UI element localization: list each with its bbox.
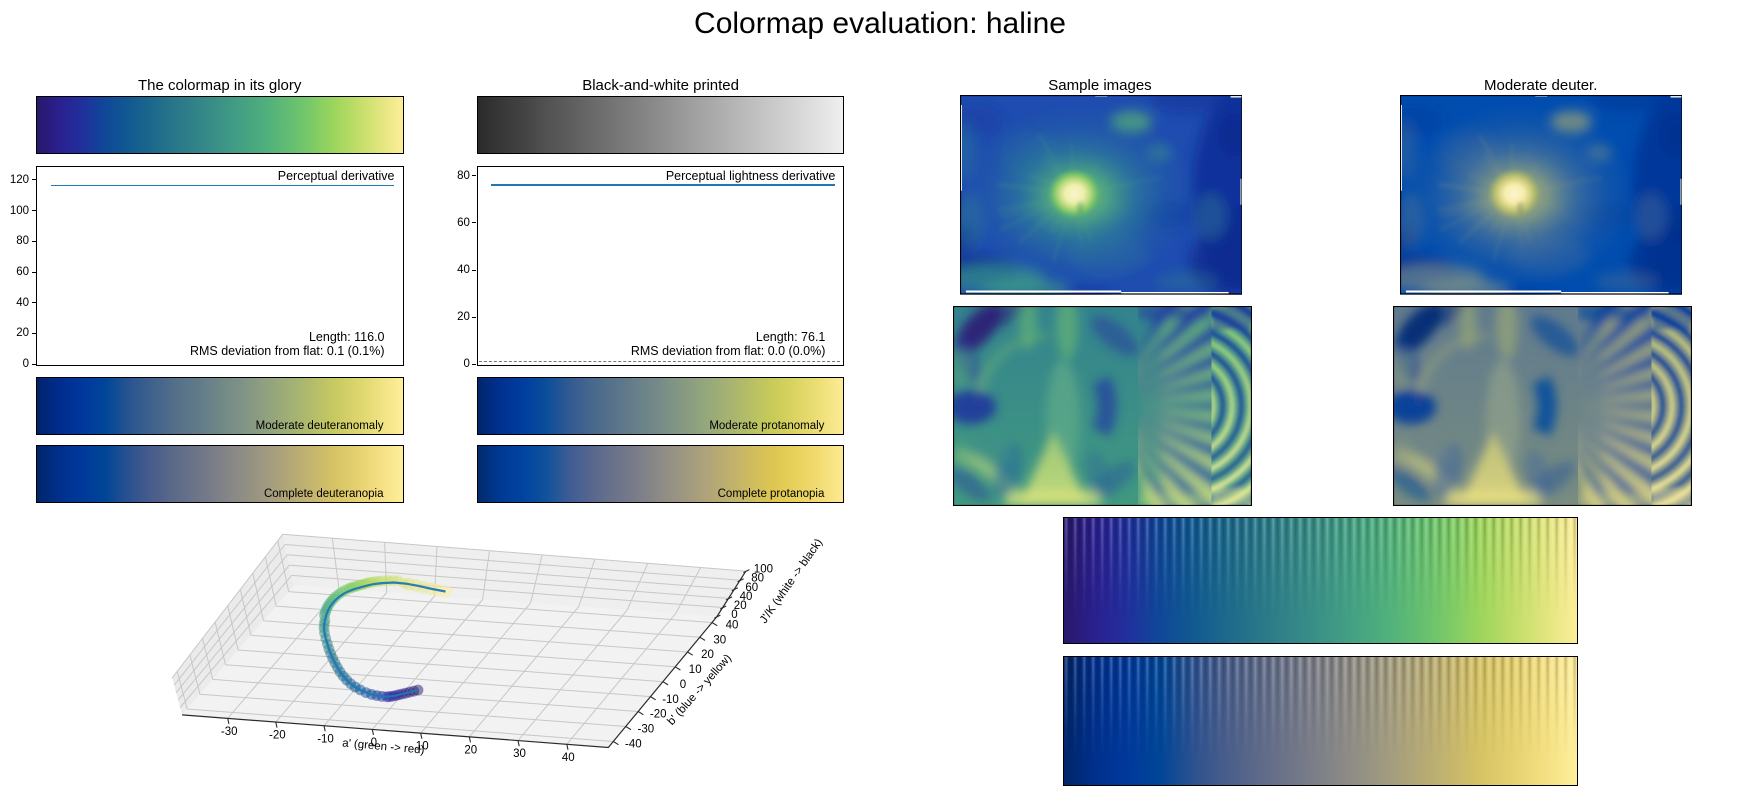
svg-text:40: 40 xyxy=(562,752,575,764)
svg-text:-10: -10 xyxy=(662,694,679,706)
svg-text:80: 80 xyxy=(751,573,764,585)
svg-text:-30: -30 xyxy=(221,726,238,738)
svg-text:-20: -20 xyxy=(650,709,667,721)
svg-text:60: 60 xyxy=(745,582,758,594)
svg-text:0: 0 xyxy=(680,679,686,691)
svg-text:0: 0 xyxy=(731,609,737,621)
svg-text:-10: -10 xyxy=(317,733,334,745)
svg-text:40: 40 xyxy=(726,620,739,632)
svg-text:0: 0 xyxy=(371,737,377,749)
svg-text:J'/K (white -> black): J'/K (white -> black) xyxy=(758,537,825,626)
svg-text:100: 100 xyxy=(754,564,773,576)
svg-text:-30: -30 xyxy=(637,724,654,736)
svg-text:20: 20 xyxy=(701,649,714,661)
svg-text:20: 20 xyxy=(734,600,747,612)
svg-text:a' (green -> red): a' (green -> red) xyxy=(342,737,425,756)
svg-text:-20: -20 xyxy=(269,730,286,742)
svg-text:40: 40 xyxy=(740,591,753,603)
svg-text:20: 20 xyxy=(464,744,477,756)
svg-text:-40: -40 xyxy=(625,739,642,751)
svg-text:30: 30 xyxy=(713,634,726,646)
svg-text:10: 10 xyxy=(689,664,702,676)
svg-text:10: 10 xyxy=(416,741,429,753)
svg-text:30: 30 xyxy=(513,748,526,760)
